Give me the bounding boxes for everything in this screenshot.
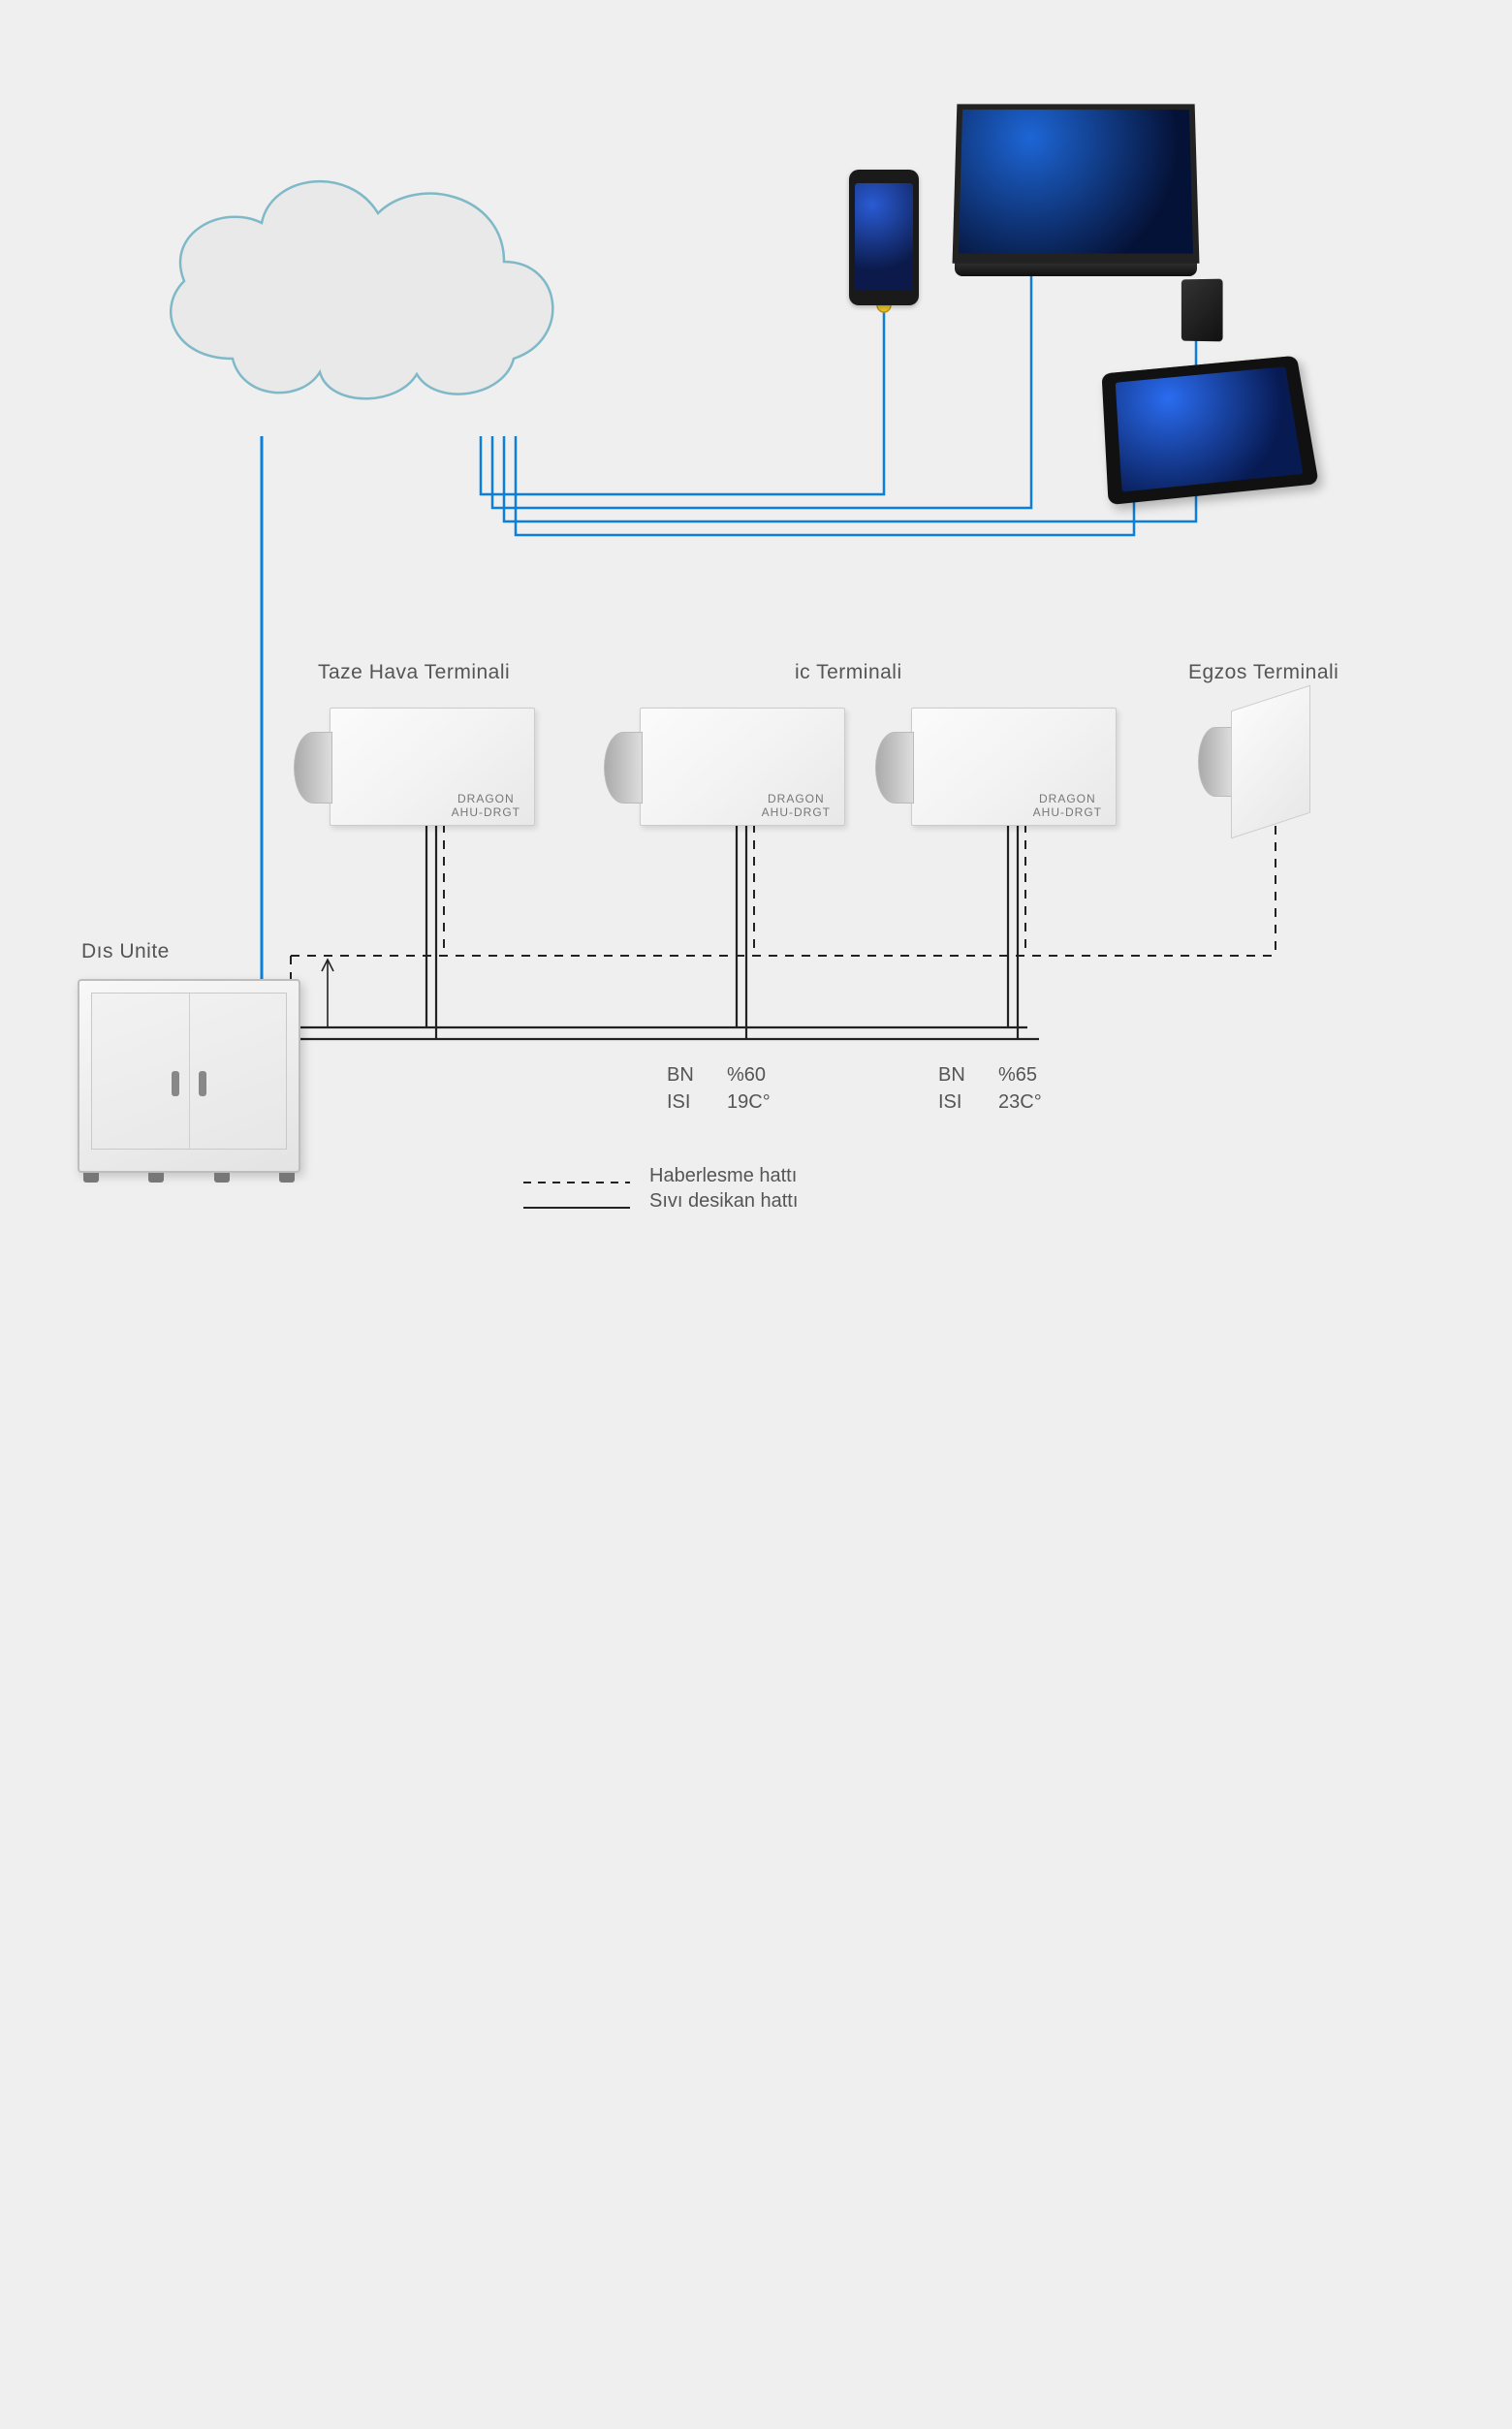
brand-line2: AHU-DRGT [452, 805, 520, 819]
reading-value: ISI [667, 1091, 690, 1114]
reading-value: BN [938, 1064, 965, 1087]
label-egzos: Egzos Terminali [1188, 661, 1339, 684]
terminal-taze: DRAGONAHU-DRGT [330, 708, 535, 826]
legend-dashed: Haberlesme hattı [649, 1165, 797, 1187]
terminal-ic-1: DRAGONAHU-DRGT [640, 708, 845, 826]
reading-value: 23C° [998, 1091, 1042, 1114]
reading-value: %60 [727, 1064, 766, 1087]
legend-solid: Sıvı desikan hattı [649, 1190, 798, 1213]
tablet-icon [1102, 356, 1319, 505]
dis-unite [78, 979, 300, 1173]
reading-value: ISI [938, 1091, 961, 1114]
terminal-egzos [1231, 698, 1318, 824]
label-ic: ic Terminali [795, 661, 902, 684]
terminal-ic-2: DRAGONAHU-DRGT [911, 708, 1117, 826]
label-dis-unite: Dıs Unite [81, 940, 170, 963]
brand-line1: DRAGON [452, 792, 520, 805]
label-taze: Taze Hava Terminali [318, 661, 510, 684]
reading-value: BN [667, 1064, 694, 1087]
laptop-icon [955, 102, 1197, 276]
hub-icon [1181, 279, 1223, 342]
phone-icon [849, 170, 919, 305]
reading-value: 19C° [727, 1091, 771, 1114]
legend-lines [523, 1173, 1512, 2429]
reading-value: %65 [998, 1064, 1037, 1087]
